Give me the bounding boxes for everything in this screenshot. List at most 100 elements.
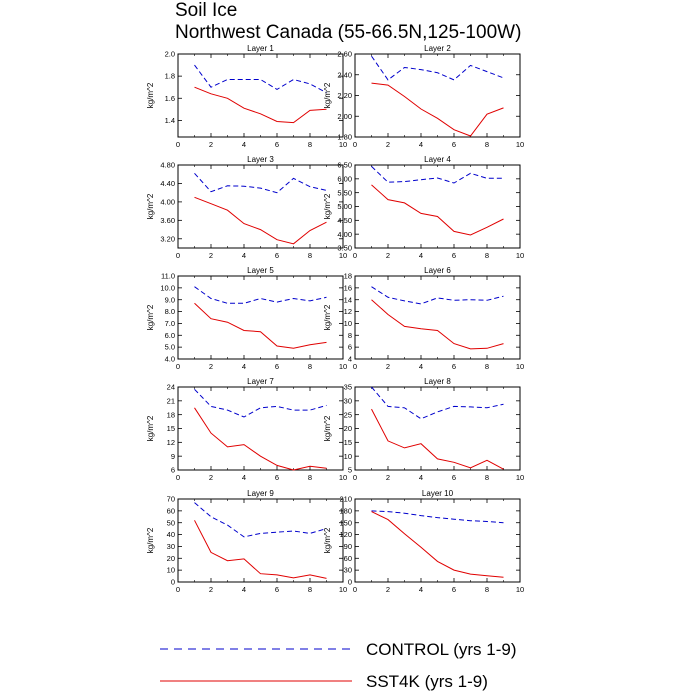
layer-3-ylabel: kg/m^2 <box>146 193 155 219</box>
layer-8-control-line <box>371 386 504 420</box>
layer-4-control-line <box>371 166 504 184</box>
legend: CONTROL (yrs 1-9) SST4K (yrs 1-9) <box>160 640 517 691</box>
layer-10-xtick-label: 6 <box>452 585 456 594</box>
layer-9-ytick-label: 10 <box>167 566 175 575</box>
legend-sst4k-label: SST4K (yrs 1-9) <box>366 672 488 691</box>
layer-2-ytick-label: 2.60 <box>337 50 352 59</box>
layer-9-xtick-label: 10 <box>339 585 347 594</box>
layer-1-ytick-label: 1.4 <box>165 116 175 125</box>
layer-6-xtick-label: 10 <box>516 362 524 371</box>
layer-2-frame <box>354 53 521 138</box>
layer-6-ylabel: kg/m^2 <box>323 304 332 330</box>
layer-3-frame <box>177 164 344 249</box>
figure-title-line1: Soil Ice <box>175 0 238 21</box>
layer-2-xtick-label: 4 <box>419 140 423 149</box>
layer-10-xtick-label: 0 <box>353 585 357 594</box>
layer-5-ytick-label: 10.0 <box>160 283 175 292</box>
layer-7-ytick-label: 12 <box>167 438 175 447</box>
layer-7-ytick-label: 9 <box>171 452 175 461</box>
layer-5-xtick-label: 0 <box>176 362 180 371</box>
layer-9-xtick-label: 4 <box>242 585 246 594</box>
layer-8-xtick-label: 2 <box>386 473 390 482</box>
layer-9-ytick-label: 40 <box>167 530 175 539</box>
layer-6-ytick-label: 16 <box>344 283 352 292</box>
layer-7-frame <box>177 386 344 471</box>
layer-8-ytick-label: 10 <box>344 452 352 461</box>
layer-3-ytick-label: 4.80 <box>160 161 175 170</box>
layer-6-xtick-label: 6 <box>452 362 456 371</box>
layer-5-xtick-label: 6 <box>275 362 279 371</box>
layer-5-ytick-label: 9.0 <box>165 295 175 304</box>
layer-7-title: Layer 7 <box>247 377 274 386</box>
layer-6-ytick-label: 8 <box>348 331 352 340</box>
layer-4-xtick-label: 10 <box>516 251 524 260</box>
layer-10-ytick-label: 60 <box>344 554 352 563</box>
layer-4-ytick-label: 4.00 <box>337 230 352 239</box>
layer-4-title: Layer 4 <box>424 155 451 164</box>
layer-10-control-line <box>371 510 504 524</box>
layer-4-ytick-label: 6.50 <box>337 161 352 170</box>
layer-2-panel: Layer 2kg/m^20 2 4 6 8 101.802.002.202.402.60 <box>323 44 524 149</box>
layer-9-ytick-label: 30 <box>167 542 175 551</box>
layer-6-ytick-label: 14 <box>344 295 352 304</box>
layer-10-ylabel: kg/m^2 <box>323 527 332 553</box>
layer-9-xtick-label: 2 <box>209 585 213 594</box>
layer-9-ytick-label: 20 <box>167 554 175 563</box>
legend-control-label: CONTROL (yrs 1-9) <box>366 640 517 659</box>
layer-2-xtick-label: 0 <box>353 140 357 149</box>
layer-8-ytick-label: 25 <box>344 410 352 419</box>
layer-8-ylabel: kg/m^2 <box>323 415 332 441</box>
layer-10-xtick-label: 2 <box>386 585 390 594</box>
layer-8-ytick-label: 15 <box>344 438 352 447</box>
layer-4-ytick-label: 4.50 <box>337 216 352 225</box>
layer-9-ytick-label: 70 <box>167 495 175 504</box>
layer-2-ylabel: kg/m^2 <box>323 82 332 108</box>
layer-5-xtick-label: 8 <box>308 362 312 371</box>
layer-2-sst4k-line <box>371 82 504 137</box>
layer-4-xtick-label: 2 <box>386 251 390 260</box>
layer-1-xtick-label: 2 <box>209 140 213 149</box>
layer-9-panel: Layer 9 kg/m^2 0 2 4 6 8 10 0 10 20 30 40 50 60 70 <box>146 489 347 594</box>
layer-5-ytick-label: 8.0 <box>165 307 175 316</box>
layer-3-sst4k-line <box>194 196 327 245</box>
layer-10-xtick-label: 10 <box>516 585 524 594</box>
layer-2-xtick-label: 6 <box>452 140 456 149</box>
layer-10-ytick-label: 0 <box>348 578 352 587</box>
layer-5-sst4k-line <box>194 302 327 349</box>
layer-8-xtick-label: 6 <box>452 473 456 482</box>
layer-5-ytick-label: 5.0 <box>165 343 175 352</box>
layer-4-frame <box>354 164 521 249</box>
layer-5-ytick-label: 11.0 <box>161 272 175 281</box>
layer-7-xtick-label: 0 <box>176 473 180 482</box>
layer-1-xtick-label: 4 <box>242 140 246 149</box>
layer-3-ytick-label: 4.40 <box>160 179 175 188</box>
layer-6-xtick-label: 4 <box>419 362 423 371</box>
layer-7-sst4k-line <box>194 407 327 471</box>
layer-8-frame <box>354 386 521 471</box>
layer-9-xtick-label: 6 <box>275 585 279 594</box>
figure-title: Soil Ice Northwest Canada (55-66.5N,125-… <box>175 0 521 44</box>
layer-8-ytick-label: 30 <box>344 396 352 405</box>
layer-3-control-line <box>194 172 327 194</box>
layer-4-ytick-label: 5.50 <box>337 188 352 197</box>
layer-4-ytick-label: 5.00 <box>337 202 352 211</box>
layer-2-ytick-label: 2.40 <box>337 70 352 79</box>
layer-10-ytick-label: 210 <box>339 495 352 504</box>
layer-6-ytick-label: 4 <box>348 355 352 364</box>
layer-6-frame <box>354 275 521 360</box>
layer-10-ytick-label: 30 <box>344 566 352 575</box>
layer-1-xtick-label: 0 <box>176 140 180 149</box>
layer-7-ytick-label: 6 <box>171 466 175 475</box>
layer-5-ylabel: kg/m^2 <box>146 304 155 330</box>
layer-8-xtick-label: 4 <box>419 473 423 482</box>
layer-9-control-line <box>194 502 327 538</box>
layer-7-xtick-label: 4 <box>242 473 246 482</box>
layer-4-sst4k-line <box>371 184 504 236</box>
figure-title-line2: Northwest Canada (55-66.5N,125-100W) <box>175 22 522 43</box>
layer-5-panel: Layer 5 kg/m^2 0 2 4 6 8 10 4.0 5.0 6.0 7.0 8.0 9.0 10… <box>146 266 347 371</box>
layer-2-ytick-label: 2.00 <box>337 112 352 121</box>
